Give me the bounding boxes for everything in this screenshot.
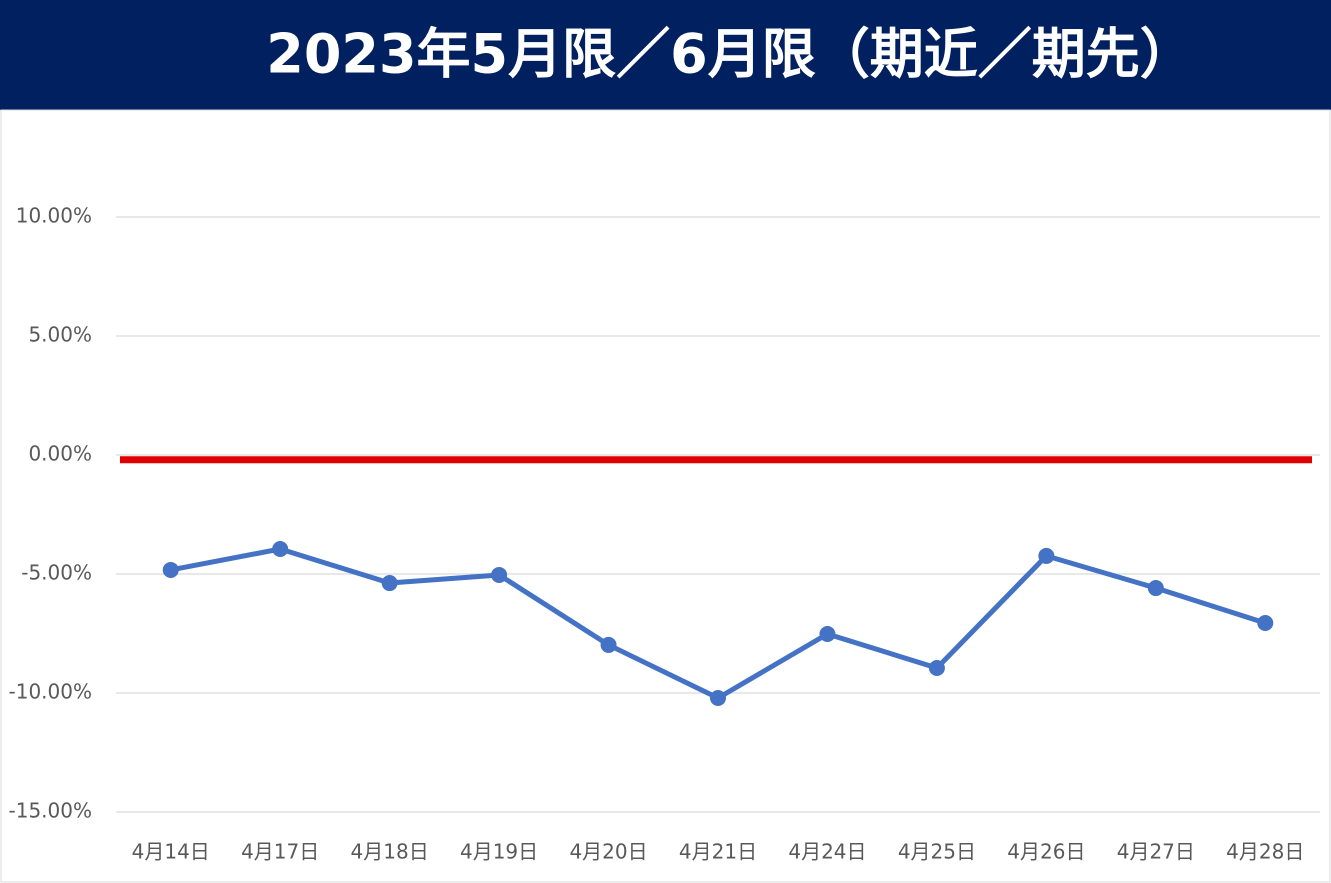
data-point: [928, 660, 945, 677]
y-tick-label: -10.00%: [9, 680, 92, 704]
data-point: [710, 689, 726, 706]
series-line: [170, 546, 1267, 701]
x-tick-label: 4月21日: [679, 840, 757, 864]
data-point: [1147, 580, 1164, 597]
x-tick-label: 4月20日: [569, 840, 647, 864]
chart-title: 2023年5月限／6月限（期近／期先）: [266, 23, 1193, 86]
data-point: [1257, 615, 1274, 632]
y-tick-label: -5.00%: [21, 561, 92, 585]
y-tick-label: -15.00%: [9, 799, 92, 823]
x-tick-label: 4月28日: [1226, 840, 1304, 864]
title-banner: [0, 0, 1331, 110]
chart-border: [0, 109, 1331, 883]
x-tick-label: 4月27日: [1117, 840, 1195, 864]
data-point: [600, 636, 617, 653]
x-tick-label: 4月17日: [241, 840, 319, 864]
y-tick-label: 10.00%: [16, 204, 92, 228]
data-point: [491, 566, 508, 583]
data-point: [272, 541, 289, 558]
x-tick-label: 4月26日: [1007, 840, 1085, 864]
y-tick-label: 0.00%: [28, 442, 92, 466]
data-point: [381, 575, 398, 592]
x-tick-label: 4月19日: [460, 840, 538, 864]
x-tick-label: 4月24日: [788, 840, 866, 864]
y-tick-label: 5.00%: [28, 323, 92, 347]
data-point: [162, 561, 179, 578]
data-point: [819, 625, 836, 642]
data-point: [1038, 547, 1055, 564]
x-tick-label: 4月25日: [898, 840, 976, 864]
x-tick-label: 4月14日: [132, 840, 210, 864]
x-tick-label: 4月18日: [351, 840, 429, 864]
